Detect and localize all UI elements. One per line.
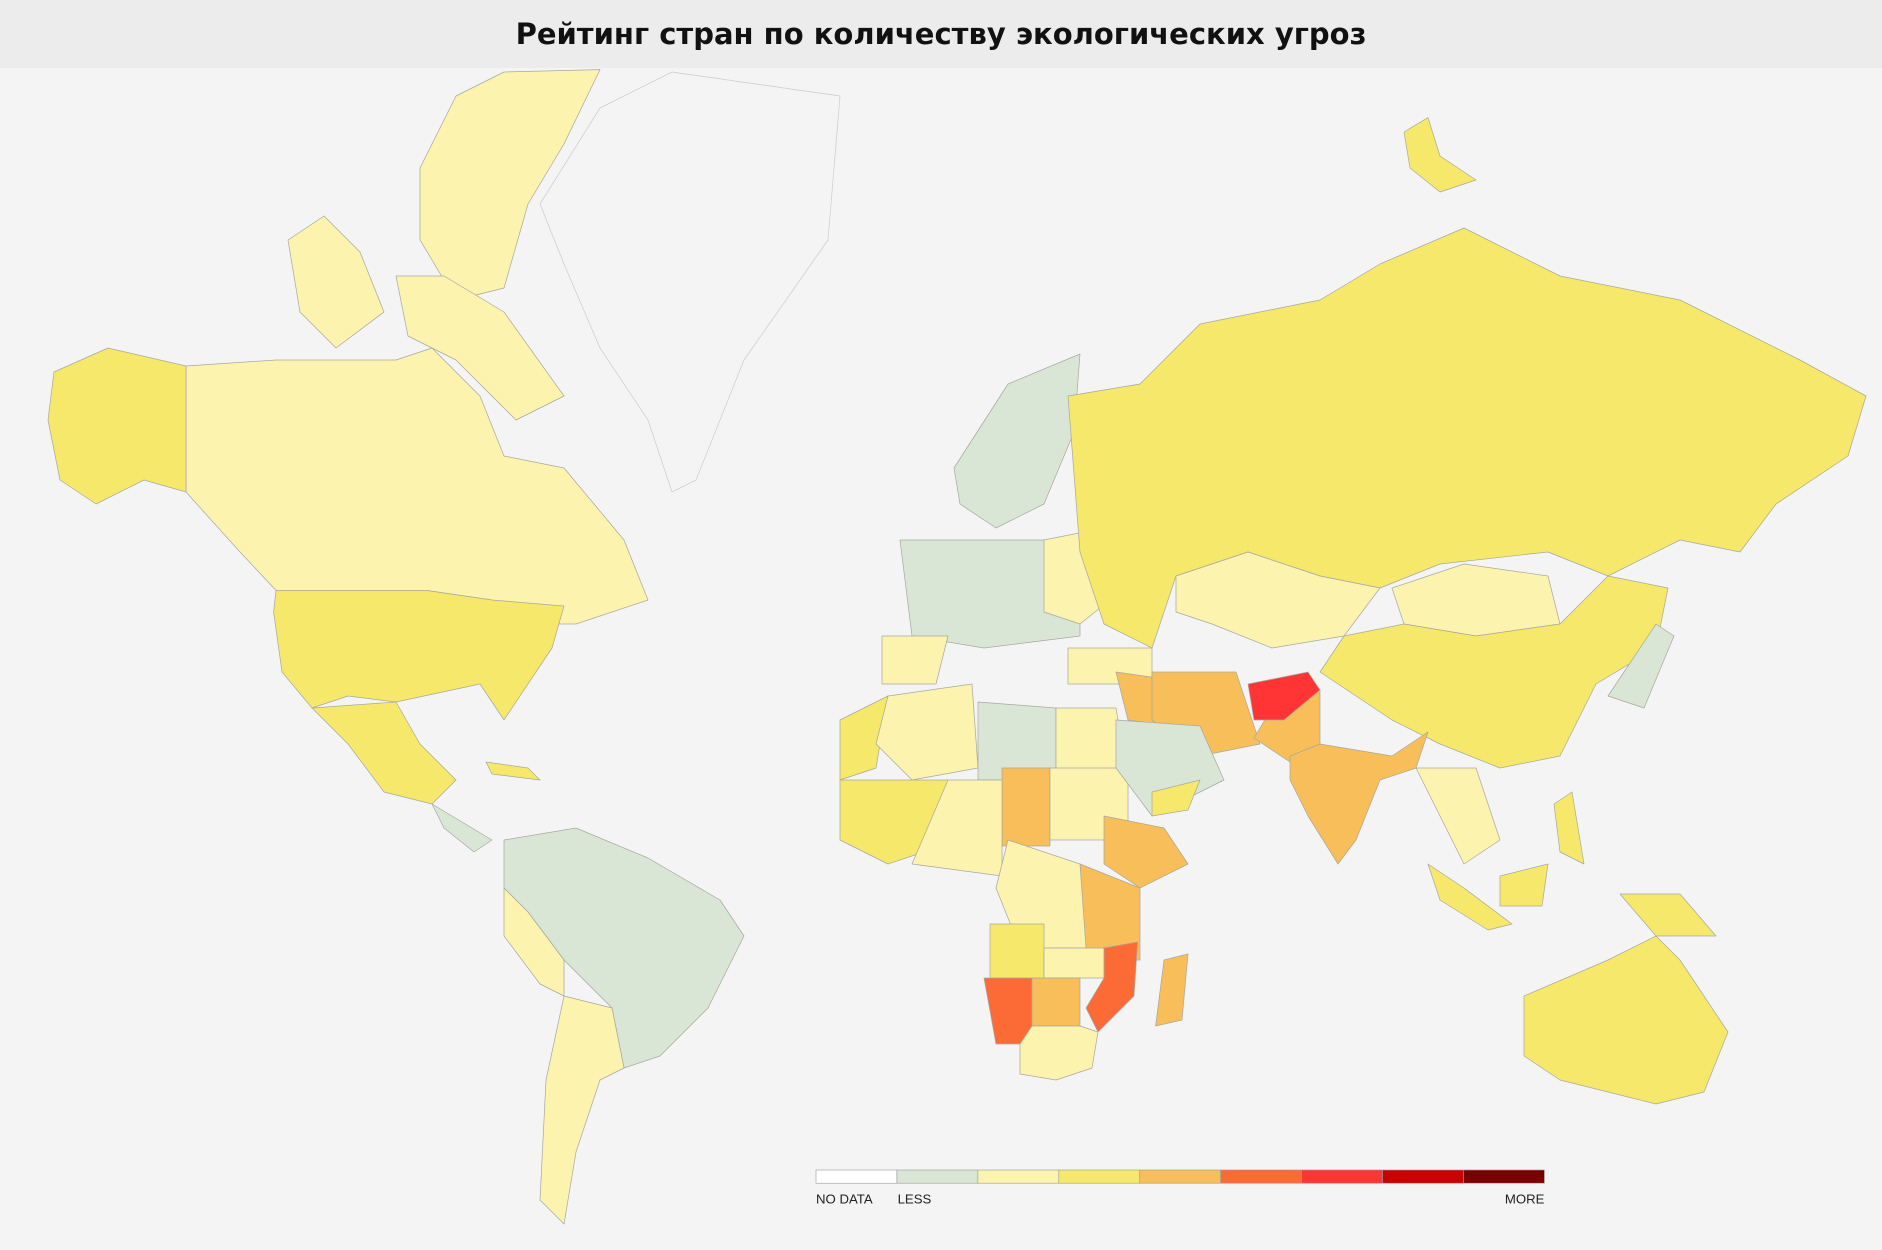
country[interactable] <box>1523 935 1729 1105</box>
country[interactable] <box>1499 863 1549 907</box>
country[interactable] <box>1619 893 1717 937</box>
country[interactable] <box>311 701 457 805</box>
country[interactable] <box>983 977 1033 1045</box>
legend-label: MORE <box>1505 1192 1545 1207</box>
legend-swatch <box>1220 1169 1302 1184</box>
country[interactable] <box>395 275 565 421</box>
legend-swatch <box>1382 1169 1464 1184</box>
country[interactable] <box>1319 575 1669 769</box>
legend <box>815 1169 1545 1184</box>
country[interactable] <box>1403 117 1477 193</box>
country[interactable] <box>1553 791 1585 865</box>
legend-swatch <box>896 1169 979 1184</box>
country[interactable] <box>47 347 187 505</box>
legend-swatch <box>1463 1169 1545 1184</box>
country[interactable] <box>1607 623 1675 709</box>
legend-label: LESS <box>898 1192 932 1207</box>
map-title: Рейтинг стран по количеству экологически… <box>515 17 1367 51</box>
title-bar: Рейтинг стран по количеству экологически… <box>0 0 1882 68</box>
country[interactable] <box>1391 563 1561 637</box>
legend-swatch <box>1301 1169 1383 1184</box>
country[interactable] <box>1427 863 1513 931</box>
legend-swatch <box>977 1169 1060 1184</box>
country[interactable] <box>287 215 385 349</box>
country[interactable] <box>431 803 493 853</box>
legend-swatch <box>1058 1169 1141 1184</box>
country[interactable] <box>1001 767 1051 847</box>
country[interactable] <box>989 923 1045 985</box>
country[interactable] <box>875 683 979 781</box>
map-layer: NO DATA LESS MORE <box>47 69 1867 1225</box>
country[interactable] <box>539 995 625 1225</box>
country[interactable] <box>1103 815 1189 889</box>
country[interactable] <box>539 71 841 493</box>
country[interactable] <box>1415 767 1501 865</box>
country[interactable] <box>953 353 1081 529</box>
country[interactable] <box>485 761 541 781</box>
legend-swatch <box>815 1169 898 1184</box>
legend-label: NO DATA <box>816 1192 873 1207</box>
country[interactable] <box>839 695 889 781</box>
country[interactable] <box>419 69 601 301</box>
country[interactable] <box>1031 977 1081 1027</box>
country[interactable] <box>1151 779 1201 817</box>
country[interactable] <box>1043 947 1105 979</box>
country[interactable] <box>1247 671 1321 721</box>
country[interactable] <box>881 635 949 685</box>
country[interactable] <box>185 347 649 625</box>
country[interactable] <box>1289 731 1429 865</box>
country[interactable] <box>273 590 565 721</box>
country[interactable] <box>1155 953 1189 1027</box>
country[interactable] <box>1019 1025 1099 1081</box>
legend-swatch <box>1139 1169 1221 1184</box>
